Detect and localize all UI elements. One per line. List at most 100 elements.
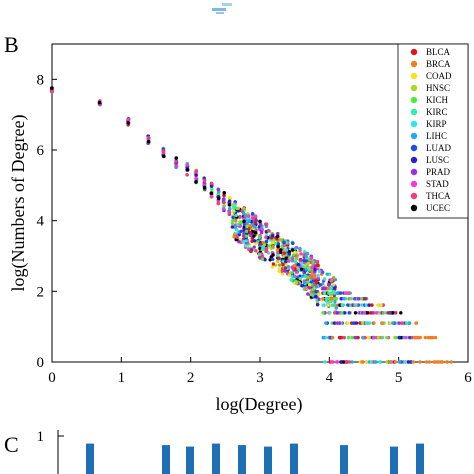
data-point	[367, 303, 371, 307]
data-point	[364, 303, 368, 307]
data-point	[388, 321, 392, 325]
x-tick-label: 0	[48, 370, 56, 386]
legend-label: KICH	[426, 95, 448, 105]
data-point	[194, 169, 199, 174]
data-point	[360, 303, 364, 307]
data-point	[249, 233, 253, 238]
data-point	[404, 335, 408, 340]
data-point	[242, 211, 246, 216]
data-point	[404, 321, 409, 325]
data-point	[242, 227, 246, 232]
x-tick-label: 2	[187, 370, 195, 386]
data-point	[308, 275, 312, 280]
data-point	[359, 297, 364, 301]
data-point	[306, 280, 310, 284]
c-bar	[290, 443, 298, 474]
data-point	[363, 297, 367, 301]
c-bar	[86, 443, 94, 474]
data-point	[185, 163, 190, 167]
data-point	[428, 335, 432, 340]
legend-marker	[410, 132, 418, 140]
data-point	[263, 258, 267, 262]
data-point	[230, 225, 235, 229]
data-point	[326, 300, 330, 305]
y-tick-label: 4	[37, 214, 45, 230]
data-point	[353, 335, 357, 340]
data-point	[209, 181, 214, 186]
data-point	[259, 223, 263, 227]
x-tick-label: 3	[256, 370, 264, 386]
data-point	[366, 335, 371, 340]
data-point	[247, 247, 251, 252]
data-point	[324, 321, 328, 325]
legend-marker	[410, 180, 418, 188]
data-point	[330, 335, 335, 340]
data-point	[185, 172, 189, 177]
data-point	[305, 275, 309, 279]
data-point	[334, 297, 338, 301]
data-point	[372, 321, 376, 325]
legend-label: UCEC	[426, 203, 450, 213]
data-point	[291, 266, 295, 271]
data-point	[209, 187, 214, 192]
data-point	[296, 262, 301, 267]
data-point	[347, 291, 351, 295]
data-point	[322, 286, 327, 291]
data-point	[449, 360, 454, 364]
data-point	[314, 280, 319, 285]
data-point	[374, 311, 379, 315]
data-point	[305, 251, 310, 256]
data-point	[394, 335, 398, 340]
data-point	[393, 360, 398, 364]
data-point	[260, 247, 265, 252]
data-point	[316, 276, 320, 281]
data-point	[353, 311, 358, 315]
c-bar	[390, 446, 398, 474]
data-point	[332, 291, 336, 295]
data-point	[399, 335, 404, 340]
data-point	[332, 276, 336, 280]
data-point	[271, 257, 275, 261]
data-point	[236, 206, 240, 210]
legend-marker	[410, 84, 418, 92]
data-point	[302, 280, 307, 285]
data-point	[293, 246, 298, 251]
data-point	[374, 360, 378, 364]
data-point	[364, 360, 369, 364]
y-axis-title: log(Numbers of Degree)	[8, 115, 29, 292]
data-point	[126, 121, 130, 125]
data-point	[258, 219, 262, 224]
data-point	[329, 291, 334, 295]
data-point	[267, 244, 271, 248]
data-point	[427, 360, 432, 364]
data-point	[292, 263, 297, 268]
data-point	[364, 321, 369, 325]
data-point	[264, 249, 269, 254]
data-point	[385, 335, 389, 340]
data-point	[318, 283, 322, 287]
data-point	[317, 297, 321, 302]
data-point	[286, 265, 291, 269]
data-point	[261, 244, 265, 249]
data-point	[290, 258, 295, 263]
data-point	[314, 294, 318, 299]
data-point	[284, 248, 289, 252]
data-point	[244, 234, 248, 238]
data-point	[314, 285, 319, 289]
c-bars	[86, 443, 424, 474]
data-point	[329, 286, 333, 291]
data-point	[209, 191, 214, 196]
data-point	[280, 272, 285, 276]
data-point	[260, 254, 265, 258]
data-point	[313, 264, 318, 268]
data-point	[352, 321, 356, 325]
data-point	[334, 306, 338, 310]
data-point	[146, 139, 151, 144]
data-point	[344, 291, 348, 295]
data-point	[294, 270, 299, 274]
x-tick-label: 6	[464, 370, 472, 386]
legend-label: THCA	[426, 191, 451, 201]
data-point	[312, 274, 317, 278]
data-point	[329, 297, 334, 301]
data-point	[97, 100, 102, 105]
